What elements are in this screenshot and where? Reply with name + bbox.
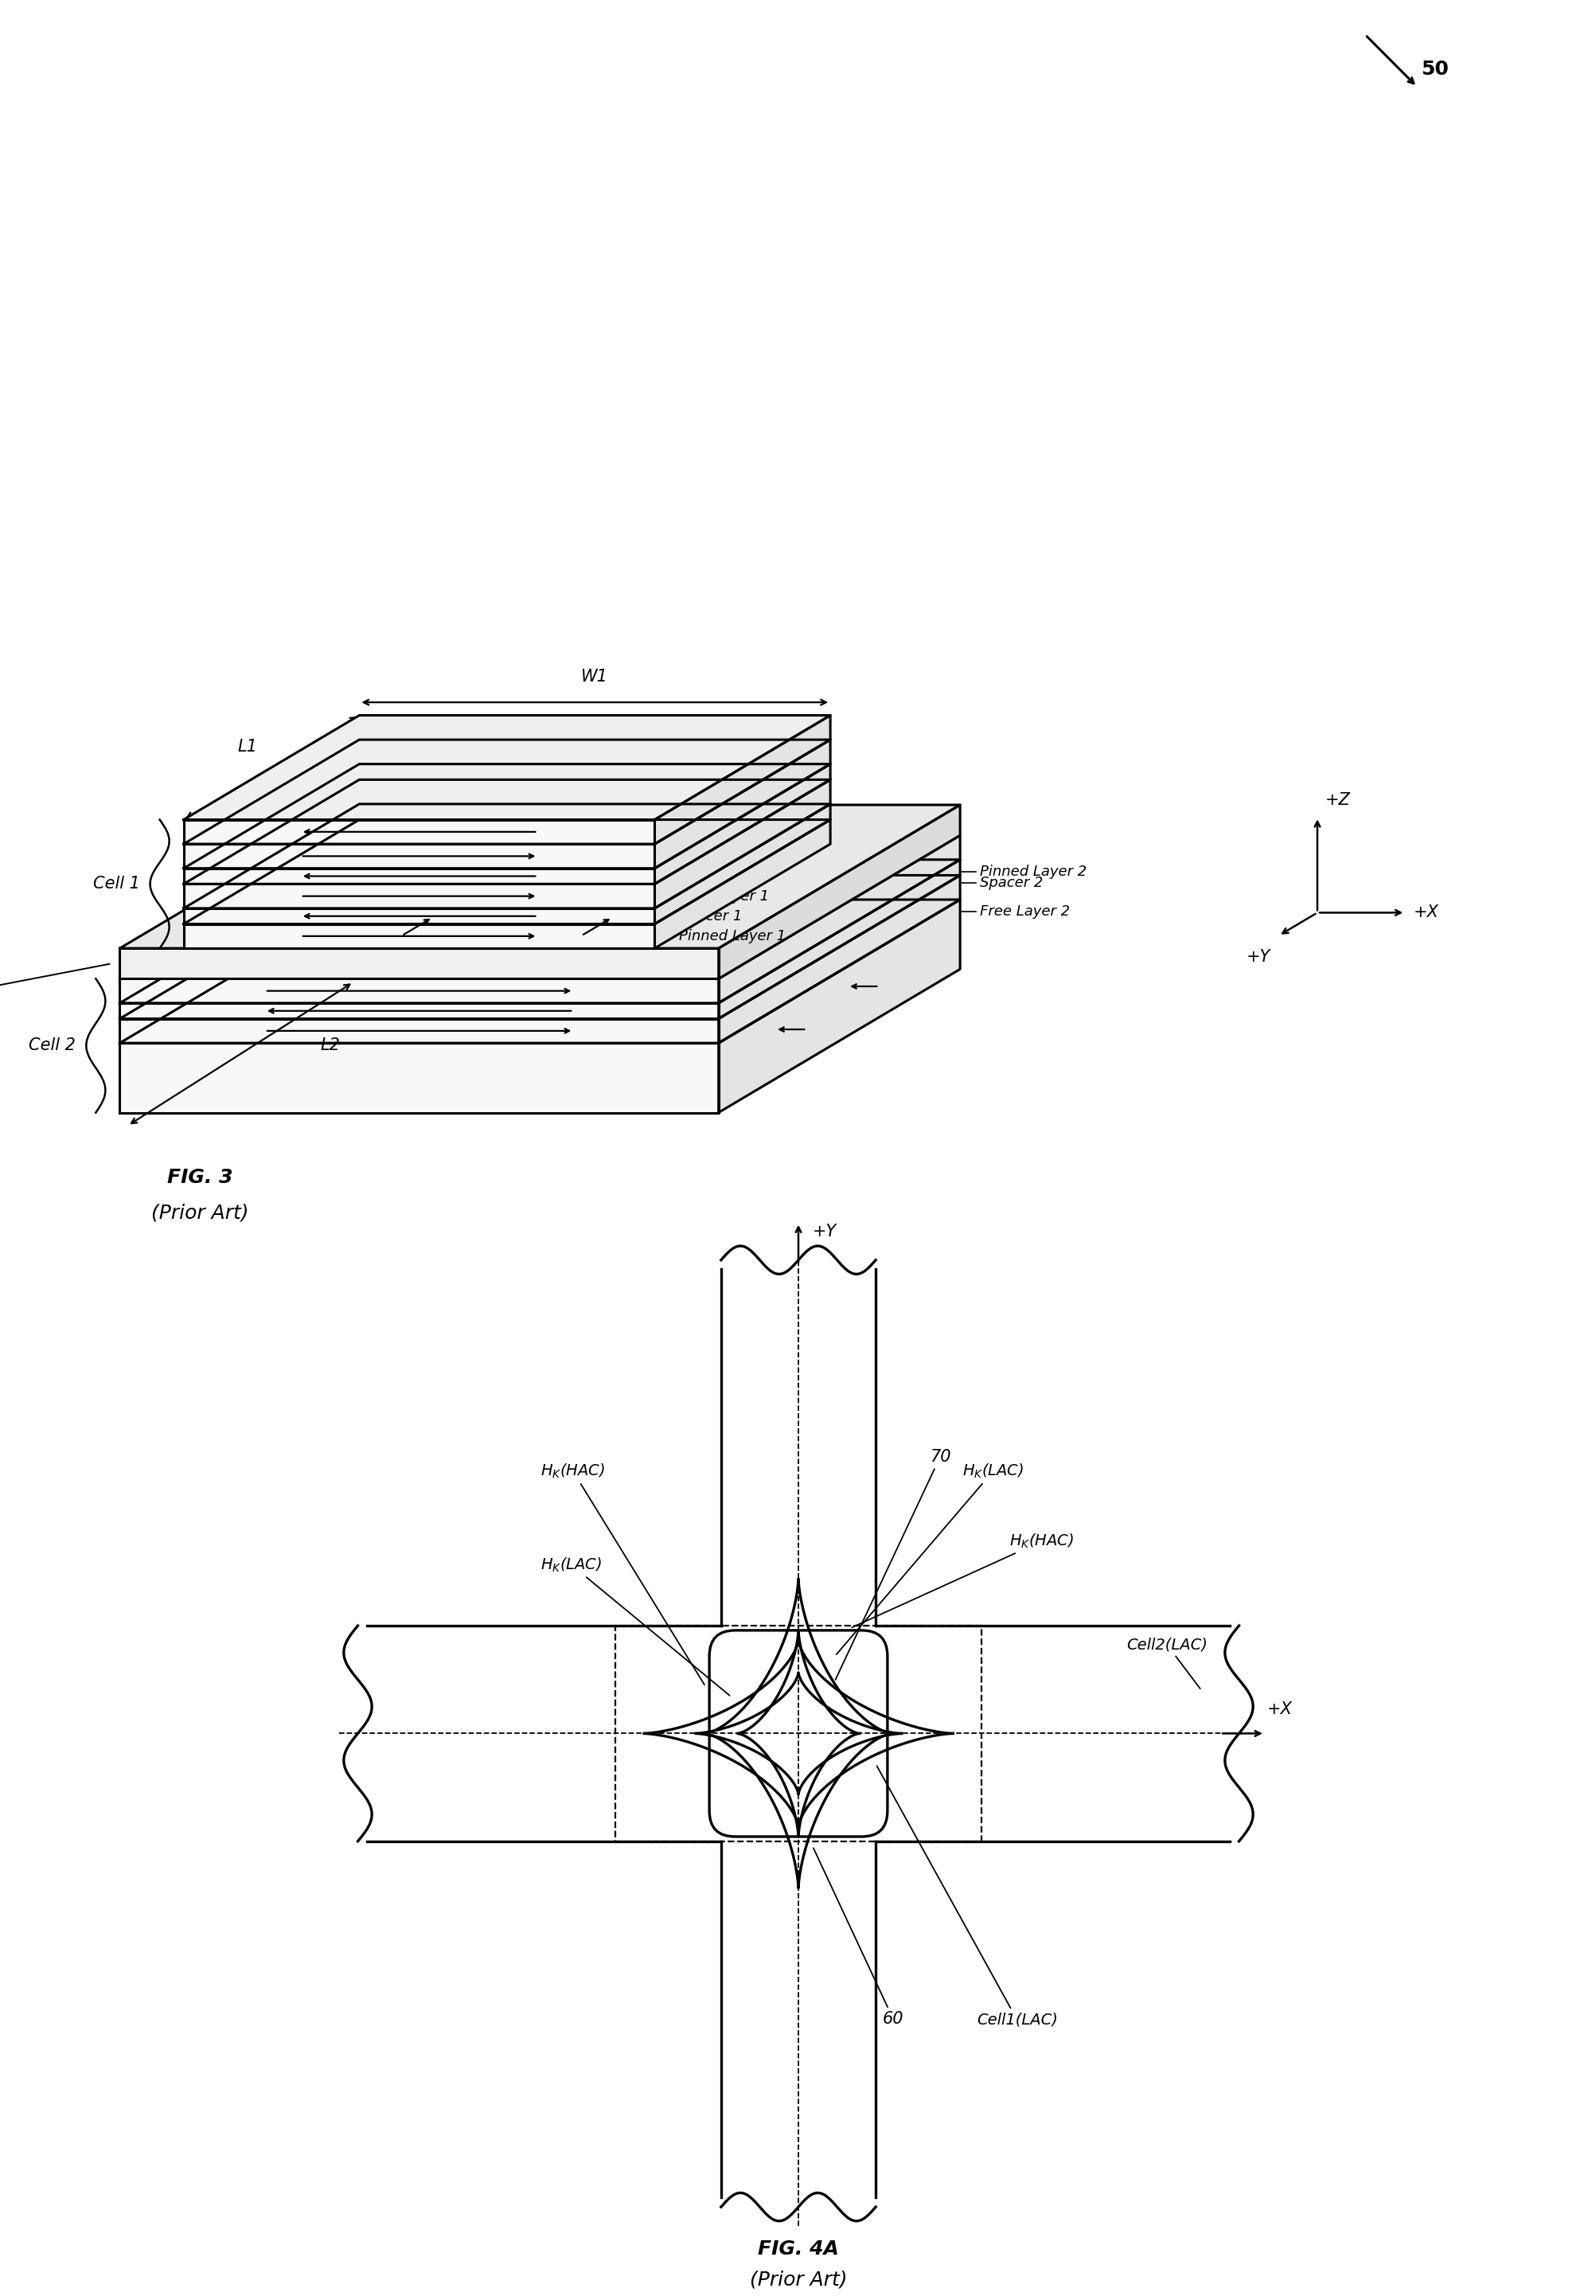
Polygon shape [184, 923, 654, 948]
Polygon shape [654, 820, 830, 948]
Text: Cell1(LAC): Cell1(LAC) [876, 1766, 1057, 2027]
Text: $H_K$(LAC): $H_K$(LAC) [836, 1463, 1023, 1655]
Text: $H_K$(HAC): $H_K$(HAC) [541, 1463, 704, 1685]
Polygon shape [120, 875, 959, 1019]
Text: Spacer 1: Spacer 1 [678, 909, 742, 923]
Bar [616, 1626, 980, 1841]
Text: FIG. 3: FIG. 3 [166, 1169, 233, 1187]
Polygon shape [184, 845, 654, 868]
Text: 70: 70 [835, 1449, 950, 1681]
Polygon shape [120, 859, 959, 1003]
Text: 60: 60 [812, 1848, 903, 2027]
Text: Pinned Layer 1: Pinned Layer 1 [678, 930, 785, 944]
Polygon shape [120, 1003, 718, 1019]
Polygon shape [718, 875, 959, 1042]
Text: L1: L1 [238, 739, 257, 755]
Text: Free Layer 2: Free Layer 2 [980, 905, 1069, 918]
Polygon shape [120, 900, 959, 1042]
Polygon shape [184, 739, 830, 845]
Text: 50: 50 [1420, 60, 1448, 78]
Polygon shape [654, 716, 830, 845]
Polygon shape [120, 836, 959, 978]
Polygon shape [718, 900, 959, 1114]
Text: +X: +X [1412, 905, 1438, 921]
Text: Pinned Layer 2: Pinned Layer 2 [980, 866, 1087, 879]
Text: Cell 1: Cell 1 [93, 877, 140, 891]
Polygon shape [654, 804, 830, 923]
Text: Spacer 2: Spacer 2 [980, 877, 1042, 891]
Text: +X: +X [1267, 1701, 1291, 1717]
Polygon shape [718, 806, 959, 978]
Polygon shape [184, 781, 830, 884]
Text: +Y: +Y [1246, 948, 1270, 964]
Polygon shape [718, 859, 959, 1019]
Text: $H_K$(HAC): $H_K$(HAC) [852, 1531, 1073, 1628]
Polygon shape [120, 1019, 718, 1042]
Text: +Y: +Y [812, 1224, 836, 1240]
Polygon shape [184, 820, 830, 923]
Polygon shape [654, 765, 830, 884]
Text: W1: W1 [581, 668, 608, 684]
Text: +Z: +Z [1325, 792, 1350, 808]
Polygon shape [184, 804, 830, 909]
Text: Free Layer 1: Free Layer 1 [678, 889, 768, 902]
Polygon shape [120, 978, 718, 1003]
Text: Cell2(LAC): Cell2(LAC) [1125, 1637, 1207, 1688]
Text: (Prior Art): (Prior Art) [749, 2271, 847, 2289]
Text: (Prior Art): (Prior Art) [150, 1203, 249, 1221]
Polygon shape [120, 1042, 718, 1114]
Polygon shape [654, 739, 830, 868]
Polygon shape [718, 836, 959, 1003]
Polygon shape [120, 948, 718, 978]
Polygon shape [184, 765, 830, 868]
Text: L2: L2 [321, 1038, 340, 1054]
Text: $H_K$(LAC): $H_K$(LAC) [541, 1557, 729, 1694]
Polygon shape [654, 781, 830, 909]
Polygon shape [184, 868, 654, 884]
Polygon shape [184, 716, 830, 820]
Polygon shape [184, 820, 654, 845]
Polygon shape [184, 909, 654, 923]
Polygon shape [184, 884, 654, 909]
Text: Cell 2: Cell 2 [29, 1038, 77, 1054]
Polygon shape [120, 806, 959, 948]
Text: FIG. 4A: FIG. 4A [758, 2239, 838, 2259]
